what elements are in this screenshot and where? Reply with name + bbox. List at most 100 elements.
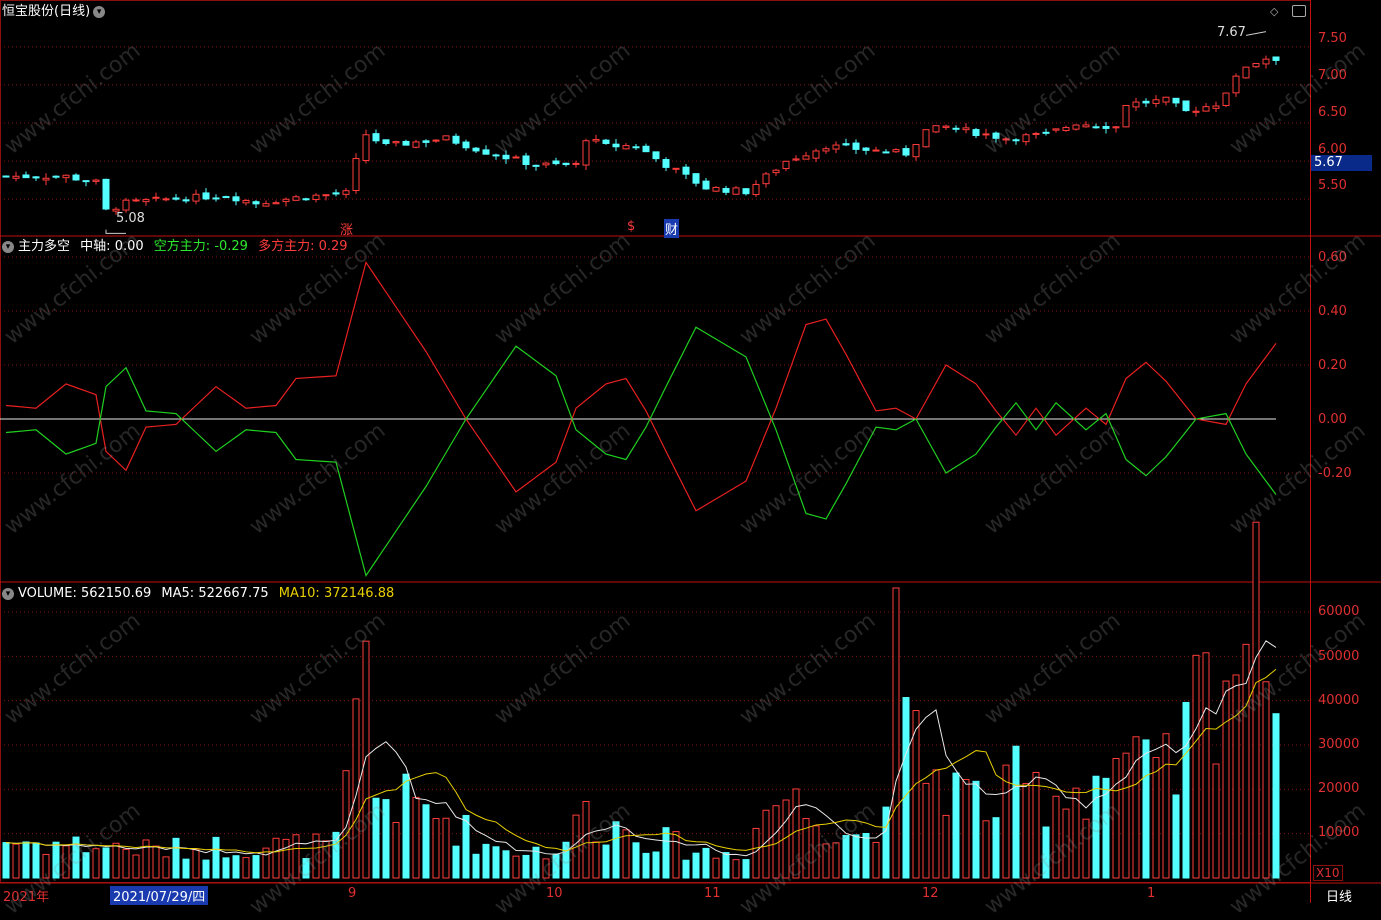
volume-bar — [912, 710, 920, 879]
volume-bar — [812, 825, 820, 879]
volume-bar — [952, 772, 960, 879]
current-price-tag: 5.67 — [1311, 155, 1372, 171]
candle-body — [1002, 138, 1010, 141]
candle-body — [122, 199, 130, 211]
volume-bar — [712, 857, 720, 879]
candle-body — [52, 175, 60, 178]
candle-body — [302, 198, 310, 201]
volume-bar — [422, 804, 430, 879]
indicator-menu-icon[interactable]: ▾ — [2, 240, 14, 253]
x-month-label: 11 — [704, 886, 721, 901]
volume-bar — [1152, 757, 1160, 879]
indicator-tick: 0.20 — [1318, 358, 1347, 373]
volume-bar — [22, 841, 30, 879]
indicator-tick: 0.60 — [1318, 250, 1347, 265]
candle-body — [1082, 124, 1090, 128]
volume-bar — [1042, 826, 1050, 879]
candle-body — [1262, 58, 1270, 65]
candle-body — [312, 194, 320, 201]
volume-menu-icon[interactable]: ▾ — [2, 587, 14, 600]
volume-bar — [692, 852, 700, 879]
candle-body — [322, 194, 330, 197]
volume-bar — [262, 847, 270, 879]
candle-body — [262, 203, 270, 207]
candle-body — [1052, 128, 1060, 131]
candle-body — [292, 196, 300, 201]
window-toggle-icon[interactable] — [1292, 5, 1306, 17]
candle-body — [562, 162, 570, 166]
ma10-label: MA10: — [278, 586, 320, 601]
volume-bar — [412, 796, 420, 879]
event-money-marker[interactable]: $ — [627, 219, 636, 234]
volume-bar — [1032, 771, 1040, 879]
volume-bar — [452, 845, 460, 879]
volume-bar — [382, 799, 390, 879]
long-value: 0.29 — [318, 239, 348, 254]
candle-body — [1092, 126, 1100, 129]
candle-body — [1142, 100, 1150, 104]
volume-bar — [152, 845, 160, 879]
candle-body — [782, 160, 790, 170]
event-finance-marker[interactable]: 财 — [664, 219, 680, 238]
volume-bar — [392, 821, 400, 879]
candle-body — [282, 198, 290, 203]
candle-body — [412, 141, 420, 148]
candle-body — [502, 154, 510, 160]
indicator-tick: -0.20 — [1318, 466, 1352, 481]
candle-body — [672, 167, 680, 170]
candle-body — [952, 127, 960, 130]
volume-bar — [162, 856, 170, 879]
volume-bar — [352, 698, 360, 879]
volume-bar — [562, 841, 570, 879]
volume-bar — [622, 829, 630, 879]
volume-bar — [672, 831, 680, 879]
volume-bar — [632, 842, 640, 879]
volume-bar — [202, 859, 210, 879]
candle-body — [12, 175, 20, 179]
vol-value: 562150.69 — [80, 586, 152, 601]
volume-bar — [1012, 745, 1020, 879]
candle-body — [732, 187, 740, 195]
event-up-marker[interactable]: 涨 — [340, 223, 354, 238]
volume-bar — [552, 853, 560, 879]
candle-body — [872, 149, 880, 152]
x-month-label: 1 — [1147, 886, 1156, 901]
candle-body — [912, 144, 920, 158]
candle-body — [1122, 104, 1130, 128]
volume-bar — [922, 782, 930, 879]
candle-body — [372, 133, 380, 142]
candle-body — [432, 139, 440, 142]
x-month-label: 9 — [348, 886, 357, 901]
candle-body — [612, 143, 620, 148]
volume-bar — [242, 857, 250, 879]
volume-bar — [542, 858, 550, 879]
candle-body — [762, 173, 770, 185]
ma5-value: 522667.75 — [198, 586, 269, 601]
min-price-pointer — [105, 229, 126, 234]
volume-bar — [1132, 736, 1140, 879]
volume-bar — [662, 827, 670, 879]
candle-body — [822, 148, 830, 152]
period-label[interactable]: 日线 — [1326, 890, 1353, 905]
volume-bar — [122, 848, 130, 879]
volume-bar — [272, 837, 280, 879]
volume-bar — [852, 834, 860, 879]
volume-bar — [2, 842, 10, 879]
diamond-icon[interactable]: ◇ — [1270, 5, 1279, 18]
volume-bar — [472, 853, 480, 879]
volume-bar — [1252, 521, 1260, 879]
candle-body — [132, 199, 140, 202]
candle-body — [362, 134, 370, 161]
volume-bar — [402, 773, 410, 879]
volume-bar — [1122, 752, 1130, 879]
candle-body — [982, 133, 990, 136]
volume-bar — [592, 841, 600, 879]
volume-bar — [342, 770, 350, 879]
volume-bar — [762, 809, 770, 879]
candle-body — [752, 183, 760, 196]
volume-bar — [882, 806, 890, 879]
volume-tick: 10000 — [1318, 825, 1360, 840]
dropdown-icon[interactable]: ▾ — [93, 5, 106, 18]
volume-bar — [32, 842, 40, 879]
